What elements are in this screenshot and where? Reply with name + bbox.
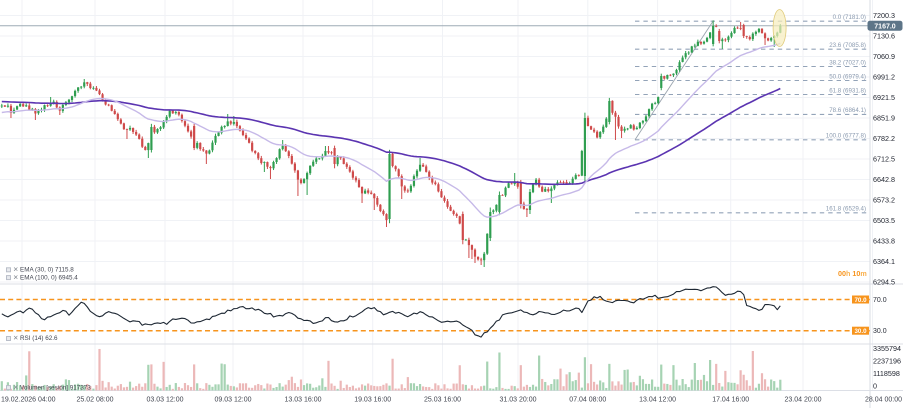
svg-text:13.04 12:00: 13.04 12:00 (639, 397, 676, 404)
svg-text:6921.5: 6921.5 (873, 93, 895, 102)
svg-text:EMA (30, 0) 7115.8: EMA (30, 0) 7115.8 (20, 267, 74, 274)
svg-text:78.6 (6864.1): 78.6 (6864.1) (829, 107, 866, 114)
svg-text:6294.5: 6294.5 (873, 277, 895, 286)
svg-text:EMA (100, 0) 6945.4: EMA (100, 0) 6945.4 (20, 274, 78, 281)
svg-text:6573.2: 6573.2 (873, 195, 895, 204)
svg-text:6642.8: 6642.8 (873, 175, 895, 184)
svg-text:25.03 16:00: 25.03 16:00 (424, 397, 461, 404)
svg-text:✕: ✕ (13, 267, 18, 274)
svg-text:6851.9: 6851.9 (873, 113, 895, 122)
svg-text:00h 10m: 00h 10m (838, 269, 867, 278)
svg-text:7200.3: 7200.3 (873, 11, 895, 20)
svg-text:38.2 (7027.0): 38.2 (7027.0) (829, 59, 866, 66)
svg-text:30.0: 30.0 (854, 328, 867, 335)
svg-text:7060.9: 7060.9 (873, 52, 895, 61)
svg-text:161.8 (6529.4): 161.8 (6529.4) (826, 206, 866, 213)
svg-text:17.04 16:00: 17.04 16:00 (712, 397, 749, 404)
svg-text:6364.1: 6364.1 (873, 257, 895, 266)
svg-text:RSI (14) 62.6: RSI (14) 62.6 (20, 335, 58, 342)
svg-text:6503.5: 6503.5 (873, 216, 895, 225)
svg-text:09.03 12:00: 09.03 12:00 (215, 397, 252, 404)
svg-text:3355794: 3355794 (873, 344, 901, 353)
svg-text:31.03 20:00: 31.03 20:00 (500, 397, 537, 404)
svg-text:13.03 16:00: 13.03 16:00 (285, 397, 322, 404)
svg-text:6712.5: 6712.5 (873, 154, 895, 163)
svg-text:70.0: 70.0 (854, 297, 867, 304)
svg-text:07.04 08:00: 07.04 08:00 (569, 397, 606, 404)
svg-text:0: 0 (873, 381, 877, 390)
svg-text:2237196: 2237196 (873, 356, 901, 365)
svg-text:7130.6: 7130.6 (873, 31, 895, 40)
svg-text:6433.8: 6433.8 (873, 236, 895, 245)
svg-text:50.0 (6979.4): 50.0 (6979.4) (829, 73, 866, 80)
svg-text:19.03 16:00: 19.03 16:00 (354, 397, 391, 404)
svg-text:6991.2: 6991.2 (873, 72, 895, 81)
svg-text:✕: ✕ (13, 335, 18, 342)
svg-text:03.03 12:00: 03.03 12:00 (147, 397, 184, 404)
svg-text:0.0 (7181.0): 0.0 (7181.0) (833, 14, 866, 21)
svg-text:30.0: 30.0 (873, 328, 887, 335)
svg-text:1118598: 1118598 (873, 369, 900, 378)
svg-text:28.04 00:00: 28.04 00:00 (865, 397, 902, 404)
svg-text:70.0: 70.0 (873, 297, 887, 304)
svg-text:23.04 20:00: 23.04 20:00 (785, 397, 822, 404)
svg-text:7167.0: 7167.0 (874, 23, 896, 30)
svg-text:✕: ✕ (13, 274, 18, 281)
svg-text:6782.2: 6782.2 (873, 134, 895, 143)
svg-text:61.8 (6931.8): 61.8 (6931.8) (829, 87, 866, 94)
svg-text:23.6 (7085.8): 23.6 (7085.8) (829, 42, 866, 49)
svg-text:✕: ✕ (13, 384, 18, 391)
svg-text:100.0 (6777.8): 100.0 (6777.8) (826, 133, 866, 140)
svg-text:Volumen [sesión] 917373: Volumen [sesión] 917373 (20, 384, 91, 391)
svg-text:19.02.2026 04:00: 19.02.2026 04:00 (1, 397, 56, 404)
svg-text:25.02 08:00: 25.02 08:00 (77, 397, 114, 404)
